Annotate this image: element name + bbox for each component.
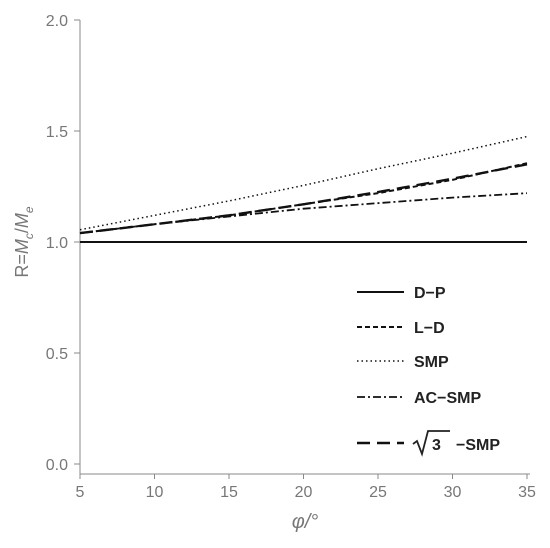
- x-tick-label: 15: [220, 484, 238, 501]
- x-tick-label: 5: [76, 484, 85, 501]
- y-axis-label-sub2: e: [22, 206, 36, 213]
- y-tick-label: 2.0: [46, 13, 68, 30]
- y-tick-label: 1.5: [46, 124, 68, 141]
- legend-label-sqrt3smp: 3 −SMP: [412, 430, 500, 457]
- y-axis-label: R=Mc/Me: [12, 206, 36, 278]
- x-tick-label: 35: [518, 484, 536, 501]
- y-tick-label: 0.0: [46, 457, 68, 474]
- x-tick-label: 30: [444, 484, 462, 501]
- x-axis-label: φ/°: [292, 511, 319, 533]
- legend-label-ld: L−D: [414, 320, 445, 337]
- legend-label-sqrt3-suffix: −SMP: [456, 437, 500, 454]
- sqrt-radical-icon: [412, 430, 450, 457]
- x-tick-label: 25: [369, 484, 387, 501]
- legend: D−P L−D SMP AC−SMP 3 −SMP: [357, 285, 500, 457]
- series-layer: [79, 135, 528, 243]
- y-axis-label-m2: M: [12, 213, 32, 228]
- legend-label-smp: SMP: [414, 354, 449, 371]
- y-axis-label-sub1: c: [22, 233, 36, 239]
- legend-label-sqrt3-radicand: 3: [432, 437, 441, 454]
- y-tick-label: 1.0: [46, 235, 68, 252]
- x-tick-label: 20: [295, 484, 313, 501]
- legend-label-acsmp: AC−SMP: [414, 390, 481, 407]
- y-ticks: 0.0 0.5 1.0 1.5 2.0: [46, 13, 80, 474]
- x-ticks: 5 10 15 20 25 30 35: [76, 474, 536, 501]
- series-line-longdash: [79, 163, 528, 235]
- y-axis-label-slash: /: [12, 228, 32, 233]
- y-axis-label-m1: M: [12, 239, 32, 254]
- legend-label-dp: D−P: [414, 285, 446, 302]
- series-line-dashed: [79, 162, 528, 235]
- series-line-dashdot: [79, 192, 528, 235]
- y-axis-label-prefix: R=: [12, 254, 32, 278]
- y-tick-label: 0.5: [46, 346, 68, 363]
- x-tick-label: 10: [146, 484, 164, 501]
- series-line-dotted: [79, 135, 528, 231]
